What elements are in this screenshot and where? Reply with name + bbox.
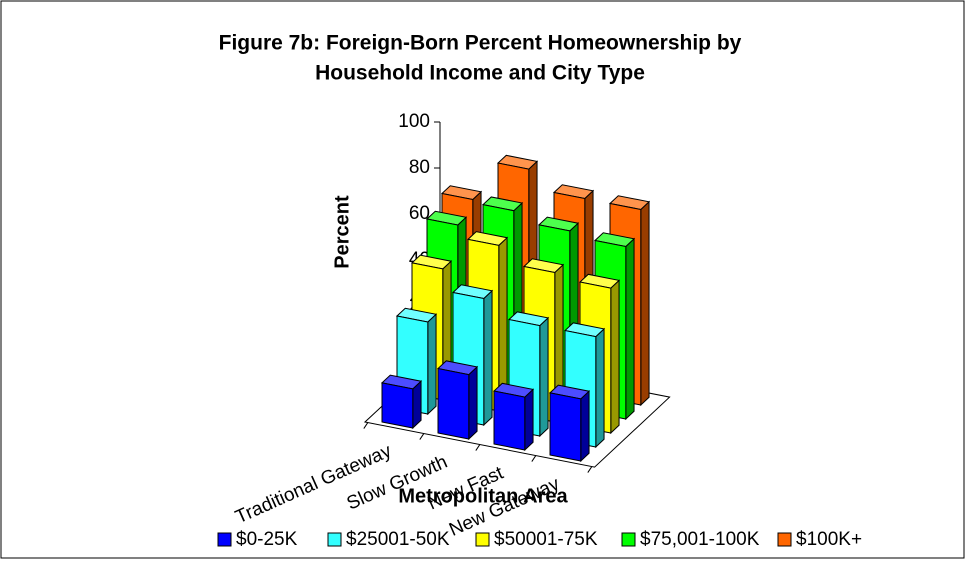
bar-side bbox=[640, 200, 650, 407]
bar-front bbox=[549, 392, 582, 462]
bar-front bbox=[381, 382, 414, 429]
y-tick-label: 80 bbox=[409, 157, 430, 178]
bar bbox=[436, 360, 479, 441]
bar-side bbox=[539, 316, 549, 438]
legend-swatch bbox=[217, 532, 232, 547]
x-tick bbox=[587, 466, 593, 473]
legend-label: $100K+ bbox=[796, 529, 862, 550]
bar-side bbox=[580, 390, 590, 463]
legend-label: $0-25K bbox=[236, 529, 298, 550]
x-tick bbox=[531, 455, 537, 462]
chart-title: Household Income and City Type bbox=[315, 62, 645, 85]
bar-side bbox=[625, 237, 635, 421]
legend-swatch bbox=[777, 532, 792, 547]
y-tick-label: 100 bbox=[398, 111, 430, 132]
chart-title: Figure 7b: Foreign-Born Percent Homeowne… bbox=[219, 32, 742, 55]
x-tick bbox=[419, 433, 425, 440]
legend-swatch bbox=[621, 532, 636, 547]
bar-side bbox=[595, 327, 605, 449]
bar-side bbox=[610, 279, 620, 435]
x-tick bbox=[475, 444, 481, 451]
bar-side bbox=[483, 289, 493, 427]
bar bbox=[492, 382, 535, 452]
bar-side bbox=[524, 388, 534, 452]
x-axis-label: Metropolitan Area bbox=[398, 485, 568, 507]
x-tick bbox=[363, 422, 369, 429]
bar-front bbox=[437, 367, 470, 440]
legend-label: $25001-50K bbox=[346, 529, 450, 550]
y-axis-label: Percent bbox=[331, 195, 353, 269]
legend-label: $75,001-100K bbox=[640, 529, 760, 550]
y-tick-label: 60 bbox=[409, 203, 430, 224]
bar-side bbox=[468, 365, 478, 441]
bar-front bbox=[493, 390, 526, 451]
legend-swatch bbox=[327, 532, 342, 547]
legend-label: $50001-75K bbox=[494, 529, 598, 550]
bar-side bbox=[427, 313, 437, 416]
bar bbox=[380, 374, 423, 430]
legend-swatch bbox=[475, 532, 490, 547]
bar bbox=[548, 384, 591, 463]
